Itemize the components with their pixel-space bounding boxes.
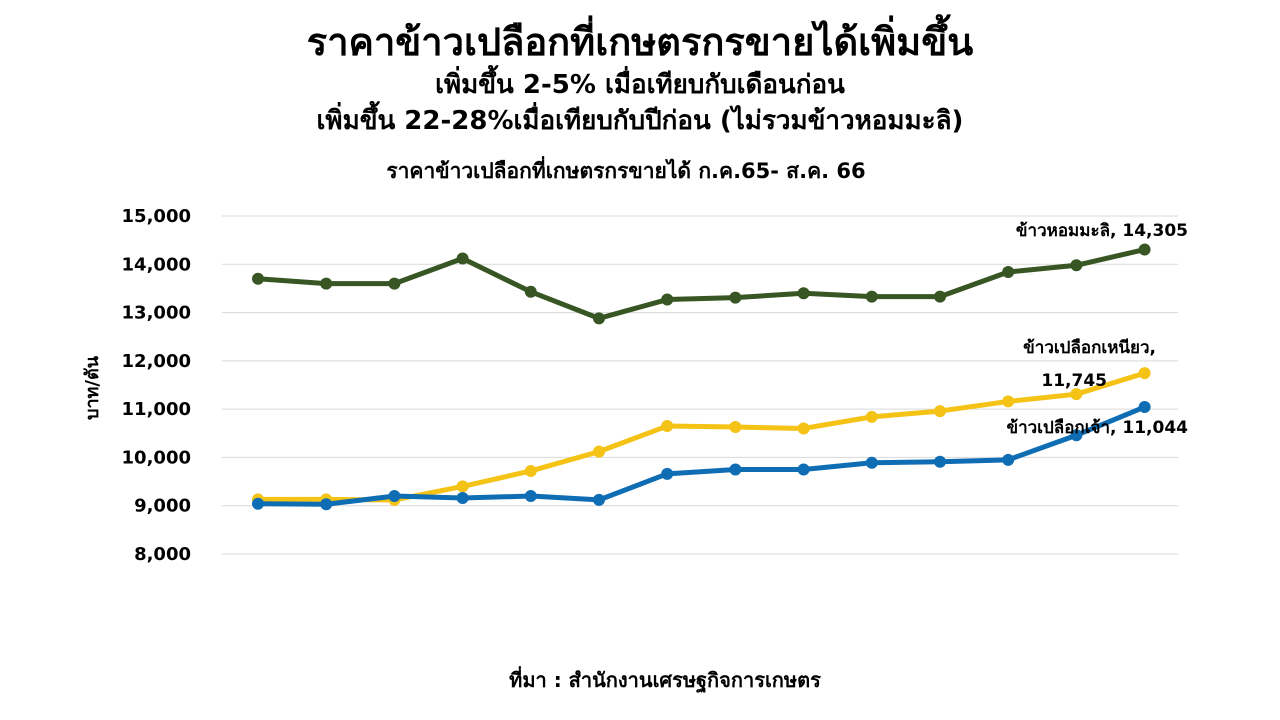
- y-tick-label: 8,000: [134, 544, 191, 565]
- series-line: [255, 404, 1148, 507]
- data-point: [524, 285, 537, 298]
- data-point: [524, 490, 537, 503]
- data-point: [1070, 429, 1083, 442]
- data-point: [1070, 388, 1083, 401]
- data-labels: ข้าวหอมมะลิ, 14,305 ข้าวเปลือกเหนียว, 11…: [1006, 221, 1188, 438]
- data-point: [593, 493, 605, 506]
- data-point: [729, 291, 742, 304]
- data-point: [661, 293, 674, 306]
- data-point: [797, 422, 810, 435]
- data-point: [934, 405, 946, 418]
- data-point: [388, 277, 401, 290]
- data-point: [865, 290, 878, 303]
- data-point: [1070, 259, 1083, 272]
- subtitle-year-change: เพิ่มขึ้น 22-28%เมื่อเทียบกับปีก่อน (ไม่…: [316, 106, 964, 136]
- data-point: [524, 464, 537, 477]
- y-tick-label: 12,000: [122, 351, 191, 372]
- y-tick-label: 11,000: [122, 399, 191, 420]
- data-point: [252, 497, 264, 510]
- subtitle-month-change: เพิ่มขึ้น 2-5% เมื่อเทียบกับเดือนก่อน: [435, 70, 845, 100]
- data-label-glutinous-value: 11,745: [1041, 371, 1107, 391]
- y-tick-label: 15,000: [122, 206, 191, 227]
- y-axis-ticks: 8,000 9,000 10,000 11,000 12,000 13,000 14,000…: [122, 206, 191, 565]
- data-point: [252, 272, 264, 285]
- data-point: [797, 463, 810, 476]
- data-point: [1002, 395, 1015, 408]
- data-point: [1138, 367, 1151, 380]
- data-point: [1138, 401, 1151, 414]
- y-tick-label: 14,000: [122, 254, 191, 275]
- series-0: [252, 243, 1151, 325]
- data-point: [729, 463, 742, 476]
- y-tick-label: 9,000: [134, 496, 191, 517]
- chart-title: ราคาข้าวเปลือกที่เกษตรกรขายได้ ก.ค.65- ส…: [386, 159, 866, 183]
- data-point: [934, 455, 946, 468]
- data-point: [388, 490, 401, 503]
- y-tick-label: 10,000: [122, 447, 191, 468]
- gridlines: [222, 215, 1178, 555]
- data-point: [729, 421, 742, 434]
- data-point: [1002, 453, 1015, 466]
- y-tick-label: 13,000: [122, 303, 191, 324]
- main-title: ราคาข้าวเปลือกที่เกษตรกรขายได้เพิ่มขึ้น: [306, 20, 974, 64]
- series-line: [255, 247, 1148, 321]
- source-note: ที่มา : สำนักงานเศรษฐกิจการเกษตร: [509, 668, 821, 692]
- data-point: [934, 290, 946, 303]
- data-label-glutinous-name: ข้าวเปลือกเหนียว,: [1023, 337, 1156, 358]
- series-lines: [252, 243, 1151, 511]
- data-point: [320, 277, 333, 290]
- series-2: [252, 401, 1151, 511]
- data-point: [456, 491, 469, 504]
- data-label-jasmine: ข้าวหอมมะลิ, 14,305: [1016, 221, 1188, 241]
- data-point: [865, 456, 878, 469]
- data-point: [797, 287, 810, 300]
- data-point: [456, 480, 469, 493]
- data-point: [865, 410, 878, 423]
- data-point: [661, 467, 674, 480]
- y-axis-label: บาท/ตัน: [82, 355, 103, 420]
- data-label-white-rice: ข้าวเปลือกเจ้า, 11,044: [1006, 417, 1188, 438]
- data-point: [456, 252, 469, 265]
- data-point: [1138, 243, 1151, 256]
- data-point: [1002, 266, 1015, 279]
- data-point: [320, 498, 333, 511]
- data-point: [593, 312, 605, 325]
- data-point: [661, 420, 674, 433]
- data-point: [593, 445, 605, 458]
